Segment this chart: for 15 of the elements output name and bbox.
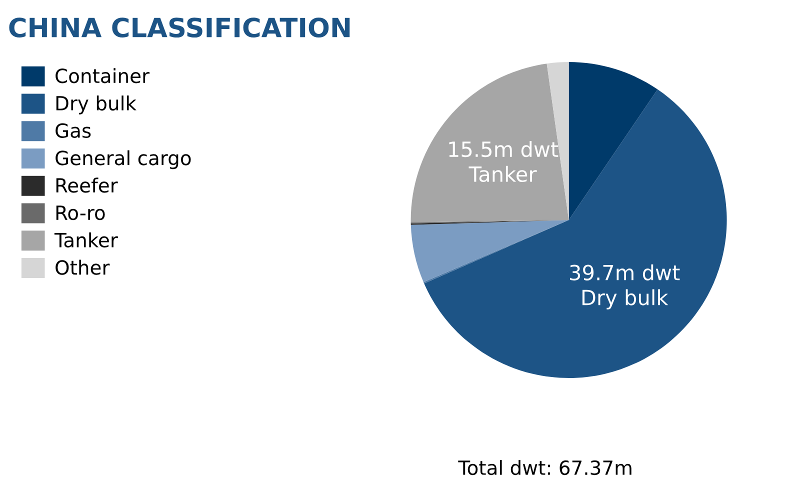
pie-slice bbox=[568, 62, 658, 220]
legend-label: Gas bbox=[56, 123, 91, 138]
legend-label: Tanker bbox=[54, 232, 118, 248]
data-label: 39.7m dwt Dry bulk bbox=[570, 264, 680, 310]
legend-label: Ro-ro bbox=[56, 206, 105, 220]
chart-title: CHINA CLASSIFICATION bbox=[9, 18, 350, 38]
legend-label: General cargo bbox=[56, 150, 191, 170]
pie-slice bbox=[410, 64, 569, 222]
data-label: 15.5m dwt Tanker bbox=[449, 140, 558, 182]
pie-slice bbox=[424, 89, 727, 378]
legend-label: Container bbox=[56, 68, 150, 84]
legend-label: Dry bulk bbox=[56, 96, 136, 114]
legend-label: Other bbox=[56, 260, 110, 275]
legend-label: Reefer bbox=[56, 178, 118, 193]
text: Total dwt: 67.37m bbox=[458, 460, 632, 476]
